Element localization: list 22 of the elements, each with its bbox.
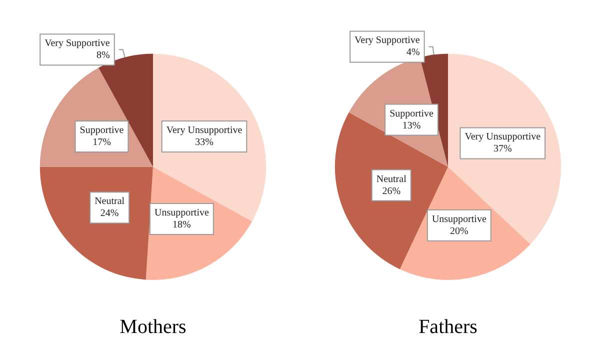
- slice-label: Unsupportive: [432, 214, 487, 225]
- data-label: 33%: [195, 137, 214, 148]
- slice-label: Very Supportive: [44, 38, 110, 50]
- slice-label: Supportive: [80, 125, 124, 136]
- slice-label: Very Unsupportive: [464, 132, 542, 143]
- data-label: 17%: [92, 137, 111, 148]
- text: Mothers: [120, 316, 187, 338]
- slice-label: Very Unsupportive: [166, 125, 243, 136]
- slice-label: Very Supportive: [354, 35, 420, 46]
- data-label: 8%: [96, 50, 110, 62]
- slice-label: Neutral: [376, 174, 407, 185]
- data-label: 18%: [172, 220, 191, 231]
- data-label: 13%: [402, 120, 421, 132]
- text: Fathers: [418, 316, 478, 338]
- data-label: 26%: [382, 186, 401, 197]
- data-label: 24%: [100, 208, 119, 220]
- data-label: 20%: [450, 226, 468, 237]
- data-label: 37%: [493, 144, 512, 155]
- data-label: 4%: [406, 47, 420, 58]
- slice-label: Neutral: [94, 196, 125, 208]
- slice-label: Supportive: [390, 108, 434, 120]
- slice-label: Unsupportive: [154, 208, 210, 219]
